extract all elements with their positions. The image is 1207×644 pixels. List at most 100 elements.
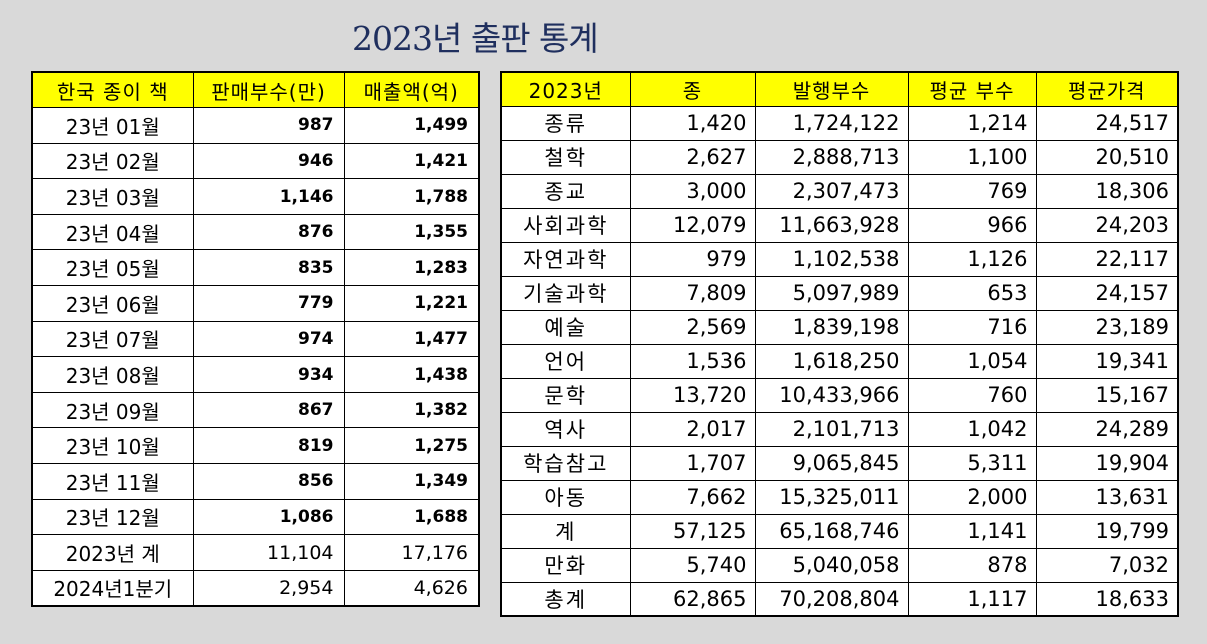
genre-row-value: 24,289 — [1035, 411, 1179, 447]
monthly-row-value: 1,146 — [192, 178, 345, 215]
monthly-row-value: 1,421 — [343, 142, 480, 180]
monthly-total-row: 2023년 계 11,104 17,176 — [31, 534, 480, 571]
genre-row-value: 57,125 — [629, 513, 756, 549]
genre-row: 아동 7,662 15,325,011 2,000 13,631 — [500, 479, 1179, 515]
monthly-row-value: 835 — [192, 249, 345, 287]
genre-row: 총계 62,865 70,208,804 1,117 18,633 — [500, 581, 1179, 617]
monthly-row-value: 1,355 — [343, 213, 480, 251]
genre-row-value: 15,325,011 — [754, 479, 909, 515]
genre-header-year: 2023년 — [500, 71, 631, 107]
genre-row-value: 2,888,713 — [754, 139, 909, 175]
page-title: 2023년 출판 통계 — [352, 19, 599, 58]
monthly-row-label: 23년 07월 — [31, 320, 194, 358]
genre-row: 문학 13,720 10,433,966 760 15,167 — [500, 377, 1179, 413]
genre-row-value: 2,000 — [907, 479, 1037, 515]
genre-row-value: 7,809 — [629, 275, 756, 311]
genre-row-value: 1,117 — [907, 581, 1037, 617]
genre-row-value: 2,627 — [629, 139, 756, 175]
genre-row-value: 5,740 — [629, 547, 756, 583]
genre-row-value: 19,341 — [1035, 343, 1179, 379]
genre-row-value: 653 — [907, 275, 1037, 311]
monthly-sales-table: 한국 종이 책 판매부수(만) 매출액(억) 23년 01월 987 1,499 23… — [31, 71, 480, 607]
monthly-row-label: 23년 05월 — [31, 249, 194, 287]
monthly-row: 23년 08월 934 1,438 — [31, 356, 480, 393]
genre-row: 자연과학 979 1,102,538 1,126 22,117 — [500, 241, 1179, 277]
monthly-row-label: 23년 04월 — [31, 213, 194, 251]
monthly-header-row: 한국 종이 책 판매부수(만) 매출액(억) — [31, 71, 480, 109]
monthly-total-row-value: 2,954 — [192, 569, 345, 607]
genre-row-label: 총계 — [500, 581, 631, 617]
genre-row-label: 사회과학 — [500, 207, 631, 243]
genre-header-titles: 종 — [629, 71, 756, 107]
genre-row-value: 11,663,928 — [754, 207, 909, 243]
genre-row: 만화 5,740 5,040,058 878 7,032 — [500, 547, 1179, 583]
monthly-row-label: 23년 11월 — [31, 463, 194, 500]
monthly-row: 23년 10월 819 1,275 — [31, 427, 480, 465]
genre-row-value: 22,117 — [1035, 241, 1179, 277]
monthly-row-value: 974 — [192, 320, 345, 358]
genre-row-value: 12,079 — [629, 207, 756, 243]
monthly-row: 23년 03월 1,146 1,788 — [31, 178, 480, 215]
monthly-row-value: 946 — [192, 142, 345, 180]
monthly-row-value: 934 — [192, 356, 345, 393]
genre-row-label: 학습참고 — [500, 445, 631, 481]
genre-row-value: 1,054 — [907, 343, 1037, 379]
monthly-row-value: 867 — [192, 391, 345, 429]
genre-row-value: 7,032 — [1035, 547, 1179, 583]
monthly-row-value: 1,283 — [343, 249, 480, 287]
genre-row: 종류 1,420 1,724,122 1,214 24,517 — [500, 105, 1179, 141]
monthly-row-value: 1,349 — [343, 463, 480, 500]
monthly-row-value: 1,221 — [343, 285, 480, 322]
monthly-row-label: 23년 09월 — [31, 391, 194, 429]
monthly-row-label: 23년 06월 — [31, 285, 194, 322]
genre-row-value: 878 — [907, 547, 1037, 583]
genre-header-avg-price: 평균가격 — [1035, 71, 1179, 107]
monthly-row: 23년 09월 867 1,382 — [31, 391, 480, 429]
genre-header-row: 2023년 종 발행부수 평균 부수 평균가격 — [500, 71, 1179, 107]
genre-row-label: 만화 — [500, 547, 631, 583]
genre-row-value: 2,101,713 — [754, 411, 909, 447]
monthly-header-revenue: 매출액(억) — [343, 71, 480, 109]
monthly-row-value: 1,382 — [343, 391, 480, 429]
monthly-header-period: 한국 종이 책 — [31, 71, 194, 109]
monthly-total-row-value: 4,626 — [343, 569, 480, 607]
genre-row: 예술 2,569 1,839,198 716 23,189 — [500, 309, 1179, 345]
genre-row-value: 1,536 — [629, 343, 756, 379]
monthly-row: 23년 05월 835 1,283 — [31, 249, 480, 287]
genre-row-label: 언어 — [500, 343, 631, 379]
genre-row-label: 자연과학 — [500, 241, 631, 277]
genre-row-value: 13,631 — [1035, 479, 1179, 515]
monthly-row: 23년 04월 876 1,355 — [31, 213, 480, 251]
genre-row: 종교 3,000 2,307,473 769 18,306 — [500, 173, 1179, 209]
genre-row-value: 20,510 — [1035, 139, 1179, 175]
genre-row-value: 1,100 — [907, 139, 1037, 175]
genre-row-label: 철학 — [500, 139, 631, 175]
genre-row-value: 18,306 — [1035, 173, 1179, 209]
genre-row-value: 760 — [907, 377, 1037, 413]
genre-row-label: 예술 — [500, 309, 631, 345]
genre-row-label: 아동 — [500, 479, 631, 515]
genre-row-value: 1,618,250 — [754, 343, 909, 379]
genre-row: 학습참고 1,707 9,065,845 5,311 19,904 — [500, 445, 1179, 481]
genre-row-value: 70,208,804 — [754, 581, 909, 617]
genre-row-value: 1,102,538 — [754, 241, 909, 277]
genre-row-value: 9,065,845 — [754, 445, 909, 481]
monthly-row-label: 23년 10월 — [31, 427, 194, 465]
genre-row-value: 5,040,058 — [754, 547, 909, 583]
genre-row-value: 23,189 — [1035, 309, 1179, 345]
monthly-row-value: 1,788 — [343, 178, 480, 215]
monthly-row-value: 779 — [192, 285, 345, 322]
monthly-row: 23년 11월 856 1,349 — [31, 463, 480, 500]
monthly-row: 23년 02월 946 1,421 — [31, 142, 480, 180]
genre-row-label: 문학 — [500, 377, 631, 413]
genre-row-value: 65,168,746 — [754, 513, 909, 549]
monthly-row-value: 1,086 — [192, 498, 345, 536]
genre-row: 계 57,125 65,168,746 1,141 19,799 — [500, 513, 1179, 549]
genre-row: 사회과학 12,079 11,663,928 966 24,203 — [500, 207, 1179, 243]
monthly-row: 23년 07월 974 1,477 — [31, 320, 480, 358]
genre-row-value: 5,097,989 — [754, 275, 909, 311]
genre-header-copies: 발행부수 — [754, 71, 909, 107]
monthly-total-row-label: 2023년 계 — [31, 534, 194, 571]
genre-row-value: 2,017 — [629, 411, 756, 447]
monthly-row-value: 1,477 — [343, 320, 480, 358]
